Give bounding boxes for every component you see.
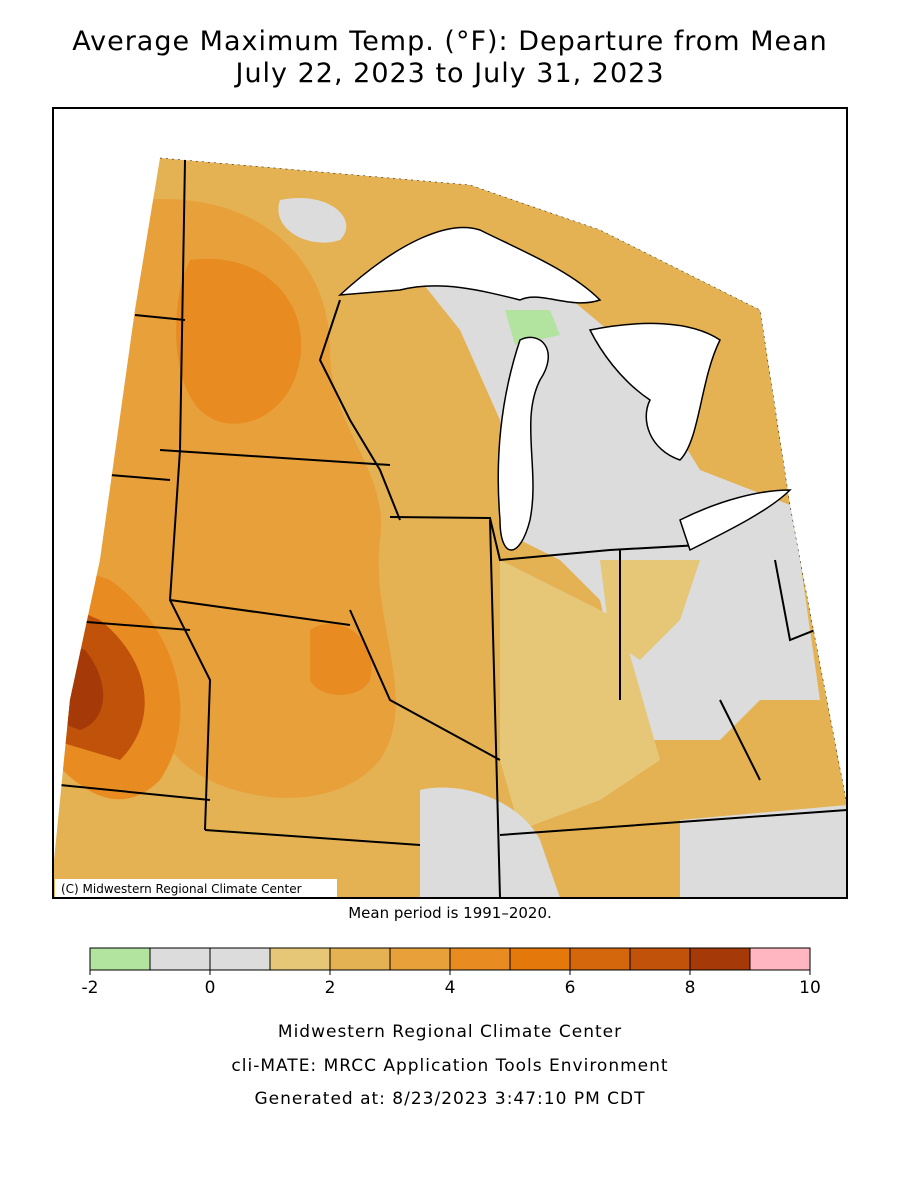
legend-tick-label: 2 (325, 978, 336, 998)
legend-swatch (569, 947, 631, 971)
legend-swatch (389, 947, 451, 971)
map-credit: (C) Midwestern Regional Climate Center (61, 882, 302, 896)
legend-swatch (329, 947, 391, 971)
map: (C) Midwestern Regional Climate Center (52, 107, 848, 899)
legend-tick-label: 8 (685, 978, 696, 998)
lake-superior (337, 226, 602, 304)
legend-swatch (149, 947, 211, 971)
legend-tick-label: -2 (82, 978, 99, 998)
mean-period: Mean period is 1991–2020. (348, 904, 552, 922)
legend: -2 0 2 4 6 8 10 (82, 947, 821, 998)
legend-tick-label: 10 (799, 978, 821, 998)
lake-michigan (497, 336, 550, 551)
map-frame (52, 107, 848, 899)
legend-swatch (629, 947, 691, 971)
legend-swatch (449, 947, 511, 971)
footer-line: cli-MATE: MRCC Application Tools Environ… (231, 1056, 668, 1076)
legend-swatch (269, 947, 331, 971)
legend-tick-label: 6 (565, 978, 576, 998)
legend-swatch (749, 947, 811, 971)
title-line: July 22, 2023 to July 31, 2023 (233, 58, 664, 89)
legend-swatch (689, 947, 751, 971)
lake-erie (679, 489, 792, 552)
lake-huron (588, 322, 721, 461)
footer-line: Generated at: 8/23/2023 3:47:10 PM CDT (255, 1089, 646, 1109)
footer-line: Midwestern Regional Climate Center (278, 1022, 622, 1042)
legend-tick-label: 0 (205, 978, 216, 998)
legend-tick-label: 4 (445, 978, 456, 998)
legend-swatch (509, 947, 571, 971)
credit-box (55, 879, 337, 897)
title-line: Average Maximum Temp. (°F): Departure fr… (72, 26, 828, 57)
legend-swatch (209, 947, 271, 971)
legend-swatch (89, 947, 151, 971)
